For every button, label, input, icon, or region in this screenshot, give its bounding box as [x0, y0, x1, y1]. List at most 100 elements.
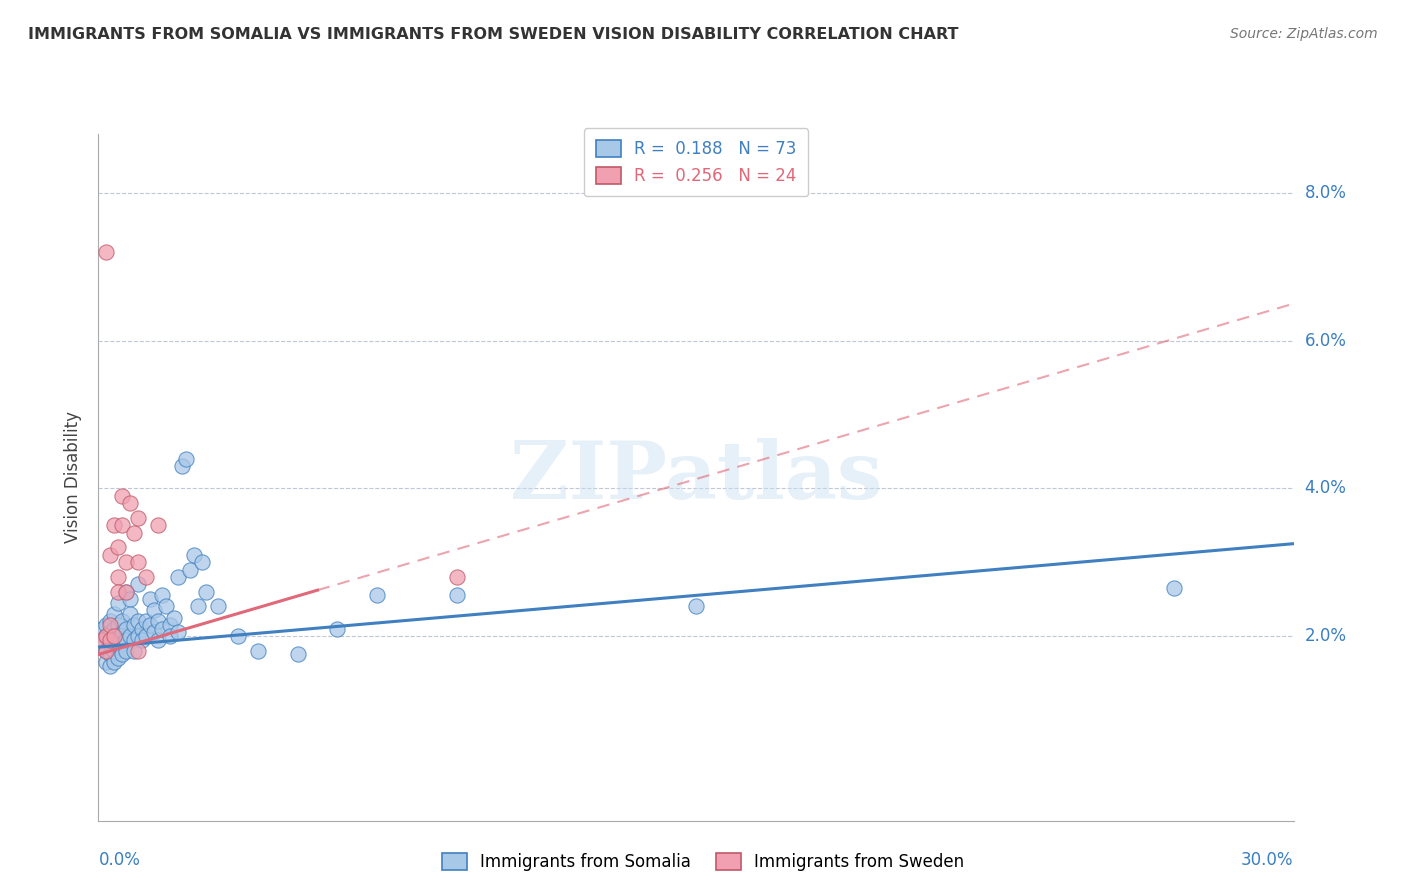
Point [143, 625, 166, 640]
Point [111, 636, 134, 650]
Text: IMMIGRANTS FROM SOMALIA VS IMMIGRANTS FROM SWEDEN VISION DISABILITY CORRELATION : IMMIGRANTS FROM SOMALIA VS IMMIGRANTS FR… [28, 27, 959, 42]
Text: 4.0%: 4.0% [1305, 479, 1347, 498]
Point [120, 629, 142, 643]
Point [107, 640, 129, 654]
Point [107, 629, 129, 643]
Point [150, 622, 173, 636]
Point [163, 610, 186, 624]
Point [174, 451, 197, 466]
Point [120, 496, 142, 510]
Point [96, 629, 118, 643]
Text: 2.0%: 2.0% [1305, 627, 1347, 645]
Point [107, 596, 129, 610]
Point [127, 629, 149, 643]
Point [127, 577, 149, 591]
Point [103, 629, 125, 643]
Point [103, 655, 125, 669]
Point [139, 592, 162, 607]
Point [207, 599, 229, 614]
Point [135, 629, 157, 643]
Point [111, 648, 134, 662]
Point [1163, 581, 1185, 595]
Point [107, 570, 129, 584]
Point [155, 599, 177, 614]
Point [91, 622, 114, 636]
Text: 8.0%: 8.0% [1305, 184, 1347, 202]
Point [115, 622, 138, 636]
Point [127, 614, 149, 628]
Point [115, 584, 138, 599]
Point [148, 518, 170, 533]
Point [103, 632, 125, 647]
Point [98, 632, 122, 647]
Point [366, 588, 388, 602]
Point [96, 655, 118, 669]
Point [111, 518, 134, 533]
Point [167, 625, 190, 640]
Point [127, 555, 149, 569]
Point [124, 525, 146, 540]
Point [143, 603, 166, 617]
Point [167, 570, 190, 584]
Text: Source: ZipAtlas.com: Source: ZipAtlas.com [1230, 27, 1378, 41]
Point [139, 618, 162, 632]
Point [91, 632, 114, 647]
Text: ZIPatlas: ZIPatlas [510, 438, 882, 516]
Point [159, 629, 181, 643]
Point [131, 632, 153, 647]
Point [91, 640, 114, 654]
Point [115, 632, 138, 647]
Point [127, 511, 149, 525]
Legend: Immigrants from Somalia, Immigrants from Sweden: Immigrants from Somalia, Immigrants from… [433, 845, 973, 880]
Point [159, 618, 181, 632]
Y-axis label: Vision Disability: Vision Disability [65, 411, 83, 543]
Point [98, 614, 122, 628]
Point [111, 625, 134, 640]
Point [107, 584, 129, 599]
Point [120, 607, 142, 621]
Point [148, 632, 170, 647]
Point [103, 607, 125, 621]
Point [124, 644, 146, 658]
Point [103, 644, 125, 658]
Point [98, 625, 122, 640]
Point [120, 592, 142, 607]
Point [96, 618, 118, 632]
Point [179, 562, 201, 576]
Point [124, 632, 146, 647]
Text: 0.0%: 0.0% [98, 851, 141, 869]
Point [191, 555, 214, 569]
Text: 6.0%: 6.0% [1305, 332, 1347, 350]
Point [150, 588, 173, 602]
Point [98, 658, 122, 673]
Point [111, 489, 134, 503]
Point [148, 614, 170, 628]
Point [685, 599, 707, 614]
Point [287, 648, 309, 662]
Point [98, 648, 122, 662]
Point [111, 614, 134, 628]
Point [131, 622, 153, 636]
Point [135, 570, 157, 584]
Point [98, 618, 122, 632]
Point [187, 599, 209, 614]
Point [446, 570, 468, 584]
Point [107, 618, 129, 632]
Point [326, 622, 349, 636]
Point [446, 588, 468, 602]
Point [98, 548, 122, 562]
Point [115, 644, 138, 658]
Point [91, 632, 114, 647]
Point [226, 629, 249, 643]
Point [96, 244, 118, 259]
Legend: R =  0.188   N = 73, R =  0.256   N = 24: R = 0.188 N = 73, R = 0.256 N = 24 [583, 128, 808, 196]
Point [194, 584, 218, 599]
Point [103, 518, 125, 533]
Point [98, 636, 122, 650]
Text: 30.0%: 30.0% [1241, 851, 1294, 869]
Point [96, 629, 118, 643]
Point [115, 584, 138, 599]
Point [107, 541, 129, 555]
Point [172, 459, 194, 474]
Point [107, 651, 129, 665]
